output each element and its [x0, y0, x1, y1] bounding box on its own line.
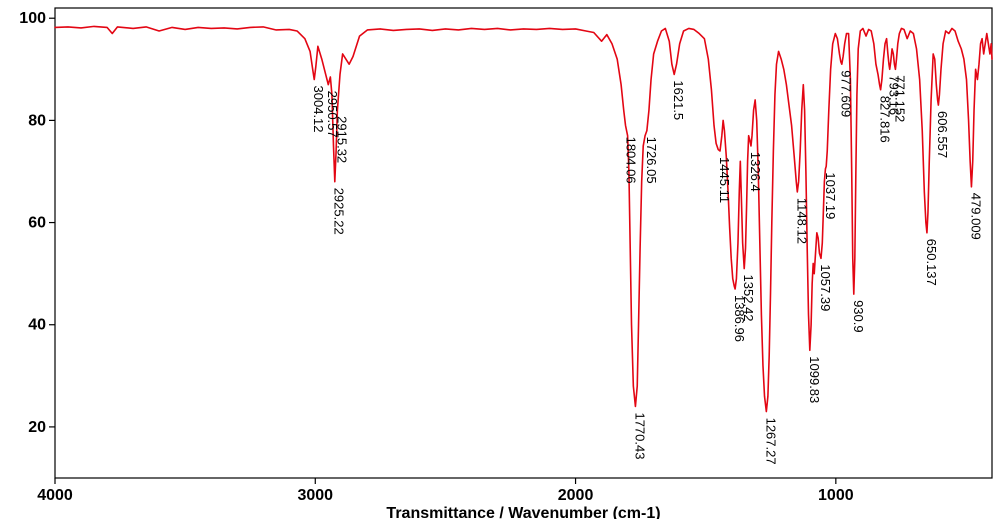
- y-tick-label: 20: [28, 419, 46, 436]
- y-tick-label: 40: [28, 317, 46, 334]
- peak-label: 1726.05: [644, 137, 659, 184]
- peak-label: 1621.5: [671, 80, 686, 120]
- peak-label: 1445.11: [717, 157, 732, 203]
- peak-label: 1804.06: [624, 137, 639, 184]
- y-tick-label: 100: [19, 10, 46, 27]
- peak-label: 1326.4: [748, 152, 763, 192]
- peak-label: 930.9: [851, 300, 866, 333]
- peak-label: 1148.12: [794, 198, 809, 244]
- peak-label: 1267.27: [763, 418, 778, 465]
- peak-label: 1057.39: [818, 264, 833, 311]
- peak-label: 1352.42: [741, 275, 756, 322]
- peak-label: 1770.43: [632, 412, 647, 459]
- peak-label: 479.009: [968, 193, 983, 240]
- peak-label: 3004.12: [311, 86, 326, 133]
- peak-label: 771.152: [892, 75, 907, 122]
- peak-label: 650.137: [924, 239, 939, 286]
- x-tick-label: 4000: [37, 487, 73, 504]
- peak-label: 1037.19: [823, 172, 838, 219]
- peak-label: 2925.22: [332, 188, 347, 235]
- peak-label: 977.609: [839, 70, 854, 117]
- x-tick-label: 3000: [297, 487, 333, 504]
- peak-label: 1099.83: [807, 356, 822, 403]
- x-tick-label: 1000: [818, 487, 854, 504]
- x-axis-label: Transmittance / Wavenumber (cm-1): [386, 505, 660, 519]
- peak-label: 606.557: [935, 111, 950, 158]
- ir-spectrum-chart: 20 40 60 80 100 4000 3000 2000 1000 Transmittance…: [0, 0, 1000, 519]
- peak-label: 2915.32: [334, 116, 349, 163]
- y-tick-label: 80: [28, 112, 46, 129]
- x-tick-label: 2000: [558, 487, 594, 504]
- y-tick-label: 60: [28, 215, 46, 232]
